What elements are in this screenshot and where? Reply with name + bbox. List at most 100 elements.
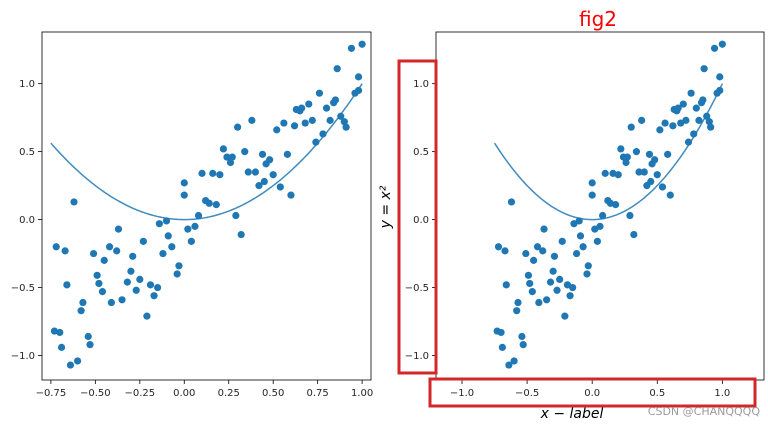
scatter-point	[326, 116, 334, 124]
scatter-point	[498, 343, 506, 351]
x-tick-label: −0.75	[36, 388, 67, 399]
scatter-point	[687, 89, 695, 97]
scatter-point	[266, 156, 274, 164]
scatter-point	[139, 237, 147, 245]
scatter-point	[546, 278, 555, 286]
curve-line	[493, 83, 724, 221]
scatter-point	[118, 296, 126, 304]
scatter-point	[70, 198, 78, 206]
scatter-point	[89, 249, 98, 258]
scatter-point	[146, 281, 155, 289]
scatter-point	[599, 211, 607, 220]
scatter-point	[502, 281, 510, 289]
scatter-point	[107, 298, 115, 307]
y-tick-label: −1.0	[11, 351, 35, 362]
scatter-point	[528, 288, 536, 296]
scatter-point	[656, 126, 664, 134]
y-ticks-highlight-box	[397, 59, 438, 375]
scatter-point	[718, 40, 726, 48]
scatter-point	[212, 201, 220, 209]
scatter-point	[640, 168, 648, 176]
scatter-point	[513, 307, 521, 315]
y-tick-label: 1.0	[413, 79, 429, 90]
scatter-point	[61, 247, 69, 255]
scatter-point	[507, 198, 516, 206]
x-ticks-highlight-box	[428, 377, 757, 408]
scatter-point	[530, 256, 538, 264]
scatter-point	[576, 232, 585, 240]
scatter-point	[514, 298, 522, 307]
scatter-point	[583, 270, 591, 278]
scatter-point	[579, 243, 587, 251]
scatter-point	[168, 243, 176, 251]
scatter-point	[56, 328, 64, 337]
scatter-point	[63, 281, 71, 289]
scatter-point	[647, 177, 655, 186]
scatter-point	[187, 237, 195, 245]
right-curve-layer	[493, 83, 724, 221]
scatter-point	[287, 191, 295, 199]
scatter-point	[596, 222, 604, 230]
left-ticks-layer: −0.75 −0.50 −0.25 0.00 0.25 0.50 0.75 1.00 −1.0 −…	[11, 79, 374, 399]
scatter-point	[223, 153, 231, 161]
y-tick-label: 0.0	[19, 215, 35, 226]
scatter-point	[588, 191, 596, 199]
scatter-point	[237, 230, 245, 239]
left-curve-layer	[50, 83, 363, 221]
y-tick-label: 1.0	[19, 79, 35, 90]
scatter-point	[340, 118, 348, 126]
right-subplot: −1.0 −0.5 0.0 0.5 1.0−1.0−0.50.00.51.0 fig2 …	[378, 7, 765, 422]
scatter-point	[695, 116, 703, 124]
x-tick-label: 1.0	[714, 388, 730, 399]
scatter-point	[155, 220, 163, 228]
scatter-point	[301, 119, 309, 127]
x-tick-label: 0.0	[584, 388, 600, 399]
scatter-point	[540, 225, 548, 233]
scatter-point	[123, 278, 131, 286]
scatter-point	[690, 130, 698, 138]
scatter-point	[584, 262, 592, 270]
scatter-point	[342, 123, 350, 131]
y-tick-label: −1.0	[405, 351, 429, 362]
scatter-point	[162, 217, 171, 225]
scatter-point	[679, 100, 687, 108]
right-ticks-layer: −1.0 −0.5 0.0 0.5 1.0 −1.0 −0.5 0.0 0.5 1.0	[405, 79, 731, 399]
scatter-point	[66, 361, 75, 369]
scatter-point	[184, 225, 192, 233]
scatter-point	[175, 262, 183, 270]
scatter-point	[666, 191, 674, 199]
scatter-point	[153, 283, 162, 292]
scatter-point	[255, 182, 263, 190]
scatter-point	[322, 104, 331, 112]
right-y-axis-label: y = x²	[378, 185, 394, 229]
scatter-point	[572, 249, 581, 258]
scatter-point	[305, 100, 313, 108]
scatter-point	[549, 267, 557, 275]
scatter-point	[52, 243, 60, 251]
scatter-point	[331, 96, 340, 104]
scatter-point	[682, 116, 690, 124]
scatter-point	[630, 230, 638, 239]
scatter-point	[556, 275, 564, 284]
scatter-point	[575, 217, 583, 225]
scatter-point	[276, 183, 284, 191]
x-tick-label: 0.75	[307, 388, 329, 399]
scatter-point	[354, 73, 363, 81]
scatter-point	[539, 247, 547, 255]
scatter-point	[226, 158, 235, 167]
scatter-point	[669, 122, 677, 130]
scatter-point	[626, 211, 634, 220]
scatter-point	[622, 158, 630, 167]
scatter-point	[191, 222, 199, 230]
scatter-point	[703, 112, 711, 120]
scatter-point	[132, 286, 140, 294]
scatter-point	[684, 138, 693, 146]
scatter-point	[219, 145, 227, 153]
scatter-point	[143, 312, 151, 320]
scatter-point	[180, 179, 188, 187]
scatter-point	[113, 247, 121, 255]
x-tick-label: 1.00	[351, 388, 373, 399]
scatter-point	[623, 153, 631, 161]
scatter-point	[710, 44, 719, 52]
